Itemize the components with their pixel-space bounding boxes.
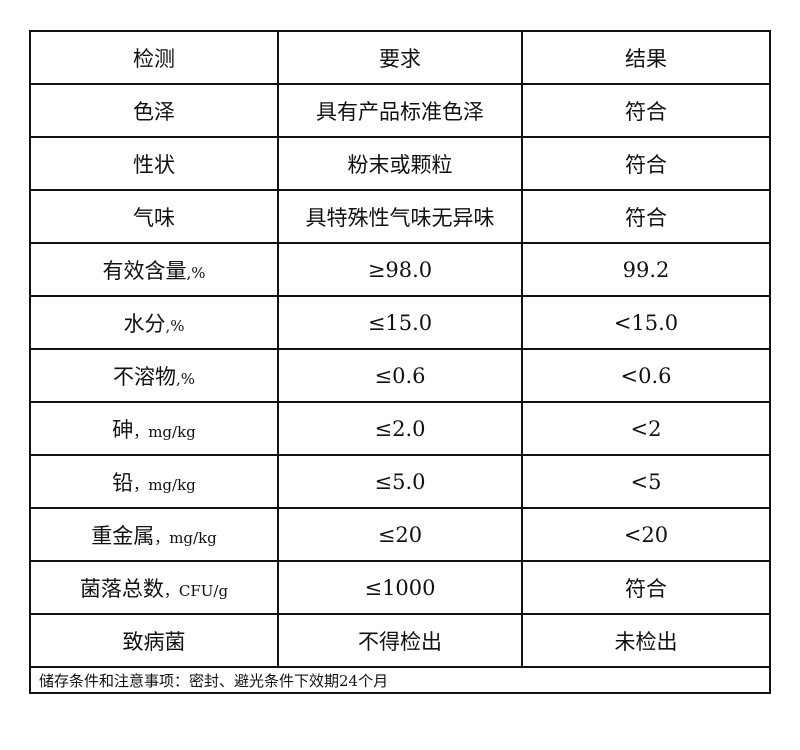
result-cell: 未检出 [521,613,771,668]
test-item-unit: ，mg/kg [154,528,217,547]
result-cell: 符合 [521,83,771,138]
requirement-cell: ≤5.0 [277,454,523,509]
test-item-label: 有效含量 [102,258,187,283]
table-row: 有效含量,% ≥98.0 99.2 [29,242,771,297]
test-item-cell: 菌落总数，CFU/g [29,560,279,615]
storage-note: 储存条件和注意事项：密封、避光条件下效期24个月 [29,666,771,694]
result-cell: <2 [521,401,771,456]
test-item-label: 铅 [112,470,134,495]
requirement-cell: ≤0.6 [277,348,523,403]
table-row: 性状 粉末或颗粒 符合 [29,136,771,191]
result-cell: 99.2 [521,242,771,297]
requirement-cell: 具有产品标准色泽 [277,83,523,138]
test-item-label: 砷 [112,417,134,442]
requirement-cell: ≤15.0 [277,295,523,350]
header-row: 检测 要求 结果 [29,30,771,85]
requirement-cell: ≤2.0 [277,401,523,456]
test-item-label: 致病菌 [122,629,186,654]
test-item-label: 菌落总数 [79,576,164,601]
test-item-cell: 有效含量,% [29,242,279,297]
test-item-label: 不溶物 [112,364,176,389]
inspection-table: 检测 要求 结果 色泽 具有产品标准色泽 符合 性状 粉末或颗粒 符合 气味 具特殊性气味无异… [29,30,771,694]
test-item-unit: ,% [186,263,206,282]
test-item-label: 色泽 [133,99,175,124]
test-item-cell: 致病菌 [29,613,279,668]
result-cell: <0.6 [521,348,771,403]
table-row: 铅，mg/kg ≤5.0 <5 [29,454,771,509]
requirement-cell: 粉末或颗粒 [277,136,523,191]
test-item-cell: 重金属，mg/kg [29,507,279,562]
test-item-cell: 色泽 [29,83,279,138]
result-cell: 符合 [521,189,771,244]
requirement-cell: ≥98.0 [277,242,523,297]
test-item-unit: ,% [175,369,196,388]
test-item-unit: ,% [165,316,185,335]
header-cell-requirement: 要求 [277,30,523,85]
result-cell: <20 [521,507,771,562]
result-cell: 符合 [521,560,771,615]
table-row: 水分,% ≤15.0 <15.0 [29,295,771,350]
result-cell: <15.0 [521,295,771,350]
test-item-label: 性状 [133,152,175,177]
requirement-cell: 不得检出 [277,613,523,668]
test-item-cell: 水分,% [29,295,279,350]
header-cell-result: 结果 [521,30,771,85]
test-item-unit: ，mg/kg [133,422,196,441]
test-item-unit: ，CFU/g [163,581,229,600]
requirement-cell: 具特殊性气味无异味 [277,189,523,244]
requirement-cell: ≤1000 [277,560,523,615]
footer-row: 储存条件和注意事项：密封、避光条件下效期24个月 [29,666,771,694]
table-row: 重金属，mg/kg ≤20 <20 [29,507,771,562]
test-item-cell: 气味 [29,189,279,244]
result-cell: 符合 [521,136,771,191]
table-row: 菌落总数，CFU/g ≤1000 符合 [29,560,771,615]
table-row: 砷，mg/kg ≤2.0 <2 [29,401,771,456]
test-item-label: 重金属 [91,523,155,548]
table-row: 致病菌 不得检出 未检出 [29,613,771,668]
header-cell-test: 检测 [29,30,279,85]
test-item-cell: 不溶物,% [29,348,279,403]
table-row: 气味 具特殊性气味无异味 符合 [29,189,771,244]
test-item-cell: 砷，mg/kg [29,401,279,456]
test-item-cell: 性状 [29,136,279,191]
table-row: 色泽 具有产品标准色泽 符合 [29,83,771,138]
test-item-unit: ，mg/kg [133,475,196,494]
test-item-label: 气味 [133,205,175,230]
result-cell: <5 [521,454,771,509]
table-row: 不溶物,% ≤0.6 <0.6 [29,348,771,403]
test-item-cell: 铅，mg/kg [29,454,279,509]
test-item-label: 水分 [123,311,166,336]
requirement-cell: ≤20 [277,507,523,562]
